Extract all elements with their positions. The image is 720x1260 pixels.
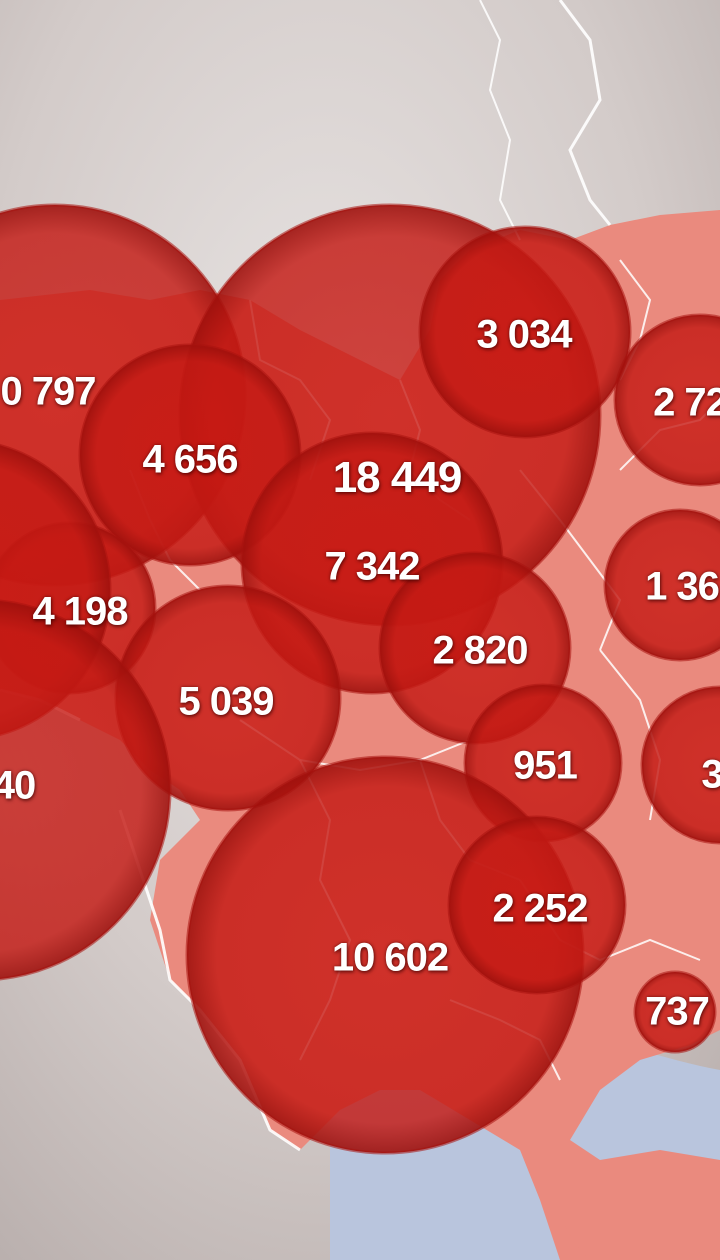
label-4-656: 4 656 xyxy=(142,437,238,482)
label-951: 951 xyxy=(513,743,578,788)
label-2-252: 2 252 xyxy=(492,886,588,931)
label-7-342: 7 342 xyxy=(324,544,420,589)
label-737: 737 xyxy=(645,989,710,1034)
label-2-72: 2 72 xyxy=(653,380,720,425)
label-3-034: 3 034 xyxy=(476,312,572,357)
bubble-3 xyxy=(640,685,720,845)
label-40: 40 xyxy=(0,763,36,808)
label-1-36: 1 36 xyxy=(645,564,720,609)
label-4-198: 4 198 xyxy=(32,589,128,634)
label-3: 3 xyxy=(701,752,720,797)
bubbles-layer xyxy=(0,203,720,1155)
label-0-797: 0 797 xyxy=(0,369,96,414)
bubble-40 xyxy=(0,599,172,981)
bubble-3-034 xyxy=(418,225,632,439)
bubble-1-36 xyxy=(603,508,720,662)
bubble-2-72 xyxy=(613,313,720,487)
label-5-039: 5 039 xyxy=(178,679,274,724)
crimea-peninsula xyxy=(559,1170,720,1260)
bubble-737 xyxy=(633,970,717,1054)
label-10-602: 10 602 xyxy=(331,935,449,980)
bubble-2-252 xyxy=(447,815,627,995)
label-2-820: 2 820 xyxy=(432,628,528,673)
label-18-449: 18 449 xyxy=(332,453,463,502)
